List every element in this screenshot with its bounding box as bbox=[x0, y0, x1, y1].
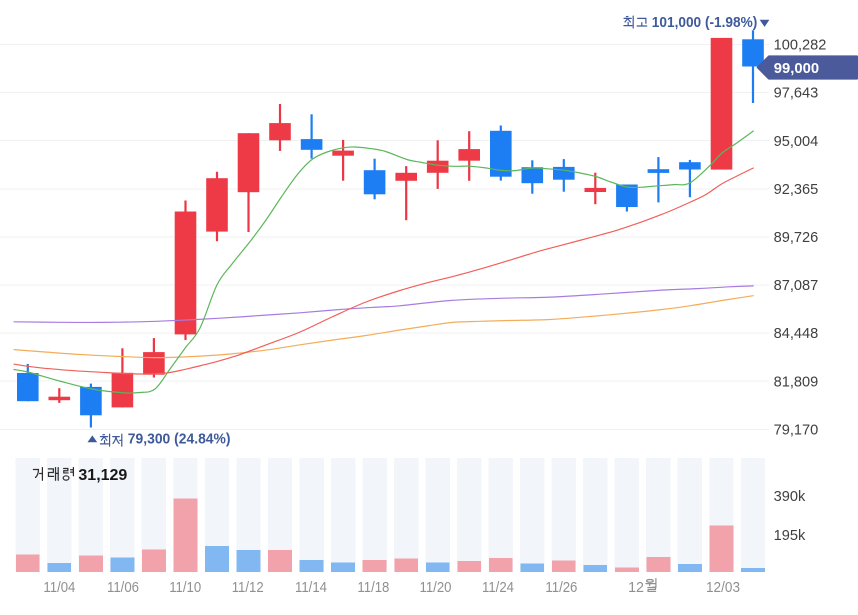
svg-text:101,000 (-1.98%): 101,000 (-1.98%) bbox=[652, 14, 758, 31]
svg-text:12/03: 12/03 bbox=[706, 580, 740, 596]
svg-text:11/20: 11/20 bbox=[420, 580, 452, 596]
svg-text:11/26: 11/26 bbox=[545, 580, 577, 596]
svg-text:87,087: 87,087 bbox=[774, 278, 819, 294]
svg-text:11/24: 11/24 bbox=[482, 580, 514, 596]
svg-text:11/18: 11/18 bbox=[357, 580, 389, 596]
svg-text:390k: 390k bbox=[774, 489, 806, 505]
svg-text:195k: 195k bbox=[774, 528, 806, 544]
svg-text:12: 12 bbox=[628, 580, 644, 596]
svg-text:92,365: 92,365 bbox=[774, 182, 819, 198]
svg-text:79,300 (24.84%): 79,300 (24.84%) bbox=[128, 431, 231, 448]
svg-text:11/06: 11/06 bbox=[107, 580, 139, 596]
svg-text:95,004: 95,004 bbox=[774, 134, 819, 150]
svg-text:97,643: 97,643 bbox=[774, 86, 819, 102]
svg-text:11/10: 11/10 bbox=[169, 580, 201, 596]
svg-text:11/12: 11/12 bbox=[232, 580, 264, 596]
svg-text:89,726: 89,726 bbox=[774, 230, 819, 246]
svg-text:81,809: 81,809 bbox=[774, 374, 819, 390]
svg-text:100,282: 100,282 bbox=[774, 38, 827, 54]
svg-text:11/14: 11/14 bbox=[295, 580, 327, 596]
svg-text:99,000: 99,000 bbox=[774, 61, 819, 77]
svg-text:84,448: 84,448 bbox=[774, 326, 819, 342]
svg-text:79,170: 79,170 bbox=[774, 422, 819, 438]
svg-text:11/04: 11/04 bbox=[43, 580, 75, 596]
svg-text:31,129: 31,129 bbox=[78, 467, 127, 484]
